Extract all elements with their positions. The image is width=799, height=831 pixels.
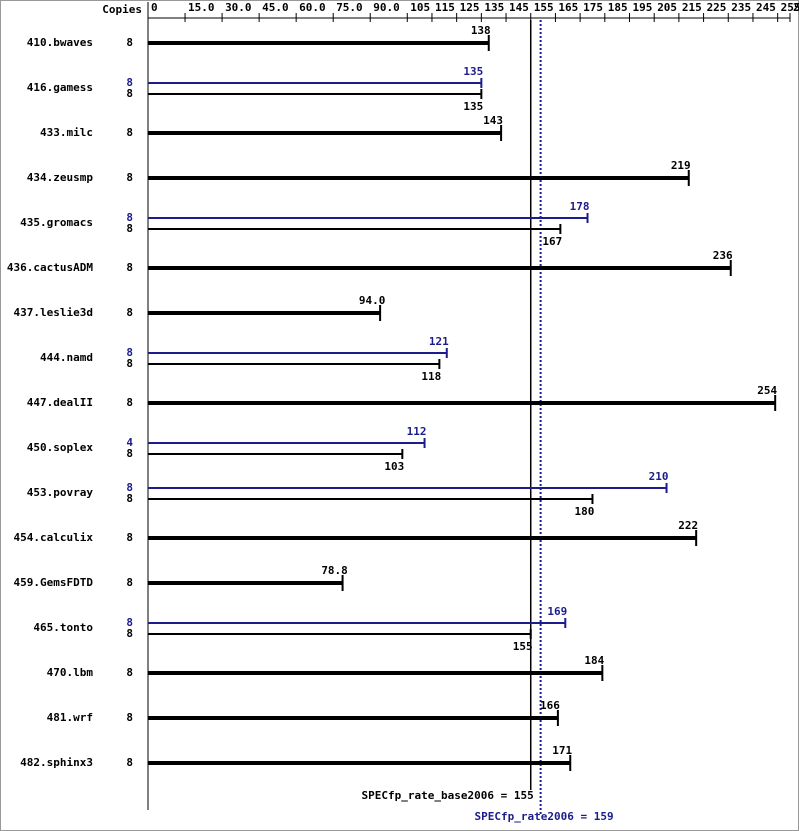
copies-label: 8 xyxy=(126,306,133,319)
copies-label: 8 xyxy=(126,627,133,640)
category-label: 436.cactusADM xyxy=(7,261,93,274)
x-tick-label: 75.0 xyxy=(336,1,363,14)
x-tick-label: 0 xyxy=(151,1,158,14)
reference-label: SPECfp_rate_base2006 = 155 xyxy=(362,789,534,802)
value-label: 210 xyxy=(649,470,669,483)
copies-label: 8 xyxy=(126,711,133,724)
value-label: 219 xyxy=(671,159,691,172)
x-tick-label: 125 xyxy=(460,1,480,14)
value-label: 167 xyxy=(542,235,562,248)
value-label: 78.8 xyxy=(321,564,348,577)
reference-label: SPECfp_rate2006 = 159 xyxy=(475,810,614,823)
copies-header: Copies xyxy=(102,3,142,16)
category-label: 481.wrf xyxy=(47,711,93,724)
category-label: 454.calculix xyxy=(14,531,94,544)
category-label: 447.dealII xyxy=(27,396,93,409)
x-tick-label: 235 xyxy=(731,1,751,14)
x-tick-label: 60.0 xyxy=(299,1,326,14)
copies-label: 8 xyxy=(126,396,133,409)
x-tick-label: 195 xyxy=(633,1,653,14)
value-label: 94.0 xyxy=(359,294,386,307)
category-label: 434.zeusmp xyxy=(27,171,94,184)
x-tick-label: 105 xyxy=(410,1,430,14)
copies-label: 8 xyxy=(126,531,133,544)
x-tick-label: 115 xyxy=(435,1,455,14)
x-tick-label: 155 xyxy=(534,1,554,14)
x-tick-label: 15.0 xyxy=(188,1,215,14)
value-label: 103 xyxy=(384,460,404,473)
category-label: 433.milc xyxy=(40,126,93,139)
value-label: 166 xyxy=(540,699,560,712)
category-label: 453.povray xyxy=(27,486,94,499)
value-label: 118 xyxy=(421,370,441,383)
value-label: 178 xyxy=(570,200,590,213)
category-label: 482.sphinx3 xyxy=(20,756,93,769)
copies-label: 8 xyxy=(126,492,133,505)
copies-label: 8 xyxy=(126,576,133,589)
copies-label: 8 xyxy=(126,346,133,359)
value-label: 184 xyxy=(584,654,604,667)
value-label: 138 xyxy=(471,24,491,37)
value-label: 143 xyxy=(483,114,503,127)
x-tick-label: 90.0 xyxy=(373,1,400,14)
x-tick-label: 215 xyxy=(682,1,702,14)
category-label: 410.bwaves xyxy=(27,36,93,49)
x-tick-label: 205 xyxy=(657,1,677,14)
x-tick-label: 30.0 xyxy=(225,1,252,14)
x-tick-label: 185 xyxy=(608,1,628,14)
category-label: 416.gamess xyxy=(27,81,93,94)
copies-label: 8 xyxy=(126,171,133,184)
copies-label: 8 xyxy=(126,666,133,679)
copies-label: 8 xyxy=(126,616,133,629)
x-tick-label: 260 xyxy=(793,1,799,14)
category-label: 435.gromacs xyxy=(20,216,93,229)
copies-label: 8 xyxy=(126,756,133,769)
value-label: 155 xyxy=(513,640,533,653)
value-label: 222 xyxy=(678,519,698,532)
copies-label: 4 xyxy=(126,436,133,449)
x-tick-label: 175 xyxy=(583,1,603,14)
copies-label: 8 xyxy=(126,447,133,460)
category-label: 437.leslie3d xyxy=(14,306,93,319)
copies-label: 8 xyxy=(126,211,133,224)
category-label: 459.GemsFDTD xyxy=(14,576,94,589)
copies-label: 8 xyxy=(126,87,133,100)
x-tick-label: 255 xyxy=(781,1,799,14)
value-label: 180 xyxy=(575,505,595,518)
copies-label: 8 xyxy=(126,261,133,274)
copies-label: 8 xyxy=(126,222,133,235)
value-label: 112 xyxy=(407,425,427,438)
copies-label: 8 xyxy=(126,357,133,370)
value-label: 236 xyxy=(713,249,733,262)
x-tick-label: 245 xyxy=(756,1,776,14)
category-label: 470.lbm xyxy=(47,666,94,679)
category-label: 465.tonto xyxy=(33,621,93,634)
value-label: 121 xyxy=(429,335,449,348)
value-label: 171 xyxy=(552,744,572,757)
value-label: 254 xyxy=(757,384,777,397)
copies-label: 8 xyxy=(126,76,133,89)
category-label: 450.soplex xyxy=(27,441,94,454)
x-tick-label: 145 xyxy=(509,1,529,14)
value-label: 135 xyxy=(463,65,483,78)
category-label: 444.namd xyxy=(40,351,93,364)
value-label: 169 xyxy=(547,605,567,618)
value-label: 135 xyxy=(463,100,483,113)
x-tick-label: 45.0 xyxy=(262,1,289,14)
copies-label: 8 xyxy=(126,481,133,494)
x-tick-label: 165 xyxy=(558,1,578,14)
x-tick-label: 225 xyxy=(707,1,727,14)
copies-label: 8 xyxy=(126,36,133,49)
x-tick-label: 135 xyxy=(484,1,504,14)
copies-label: 8 xyxy=(126,126,133,139)
